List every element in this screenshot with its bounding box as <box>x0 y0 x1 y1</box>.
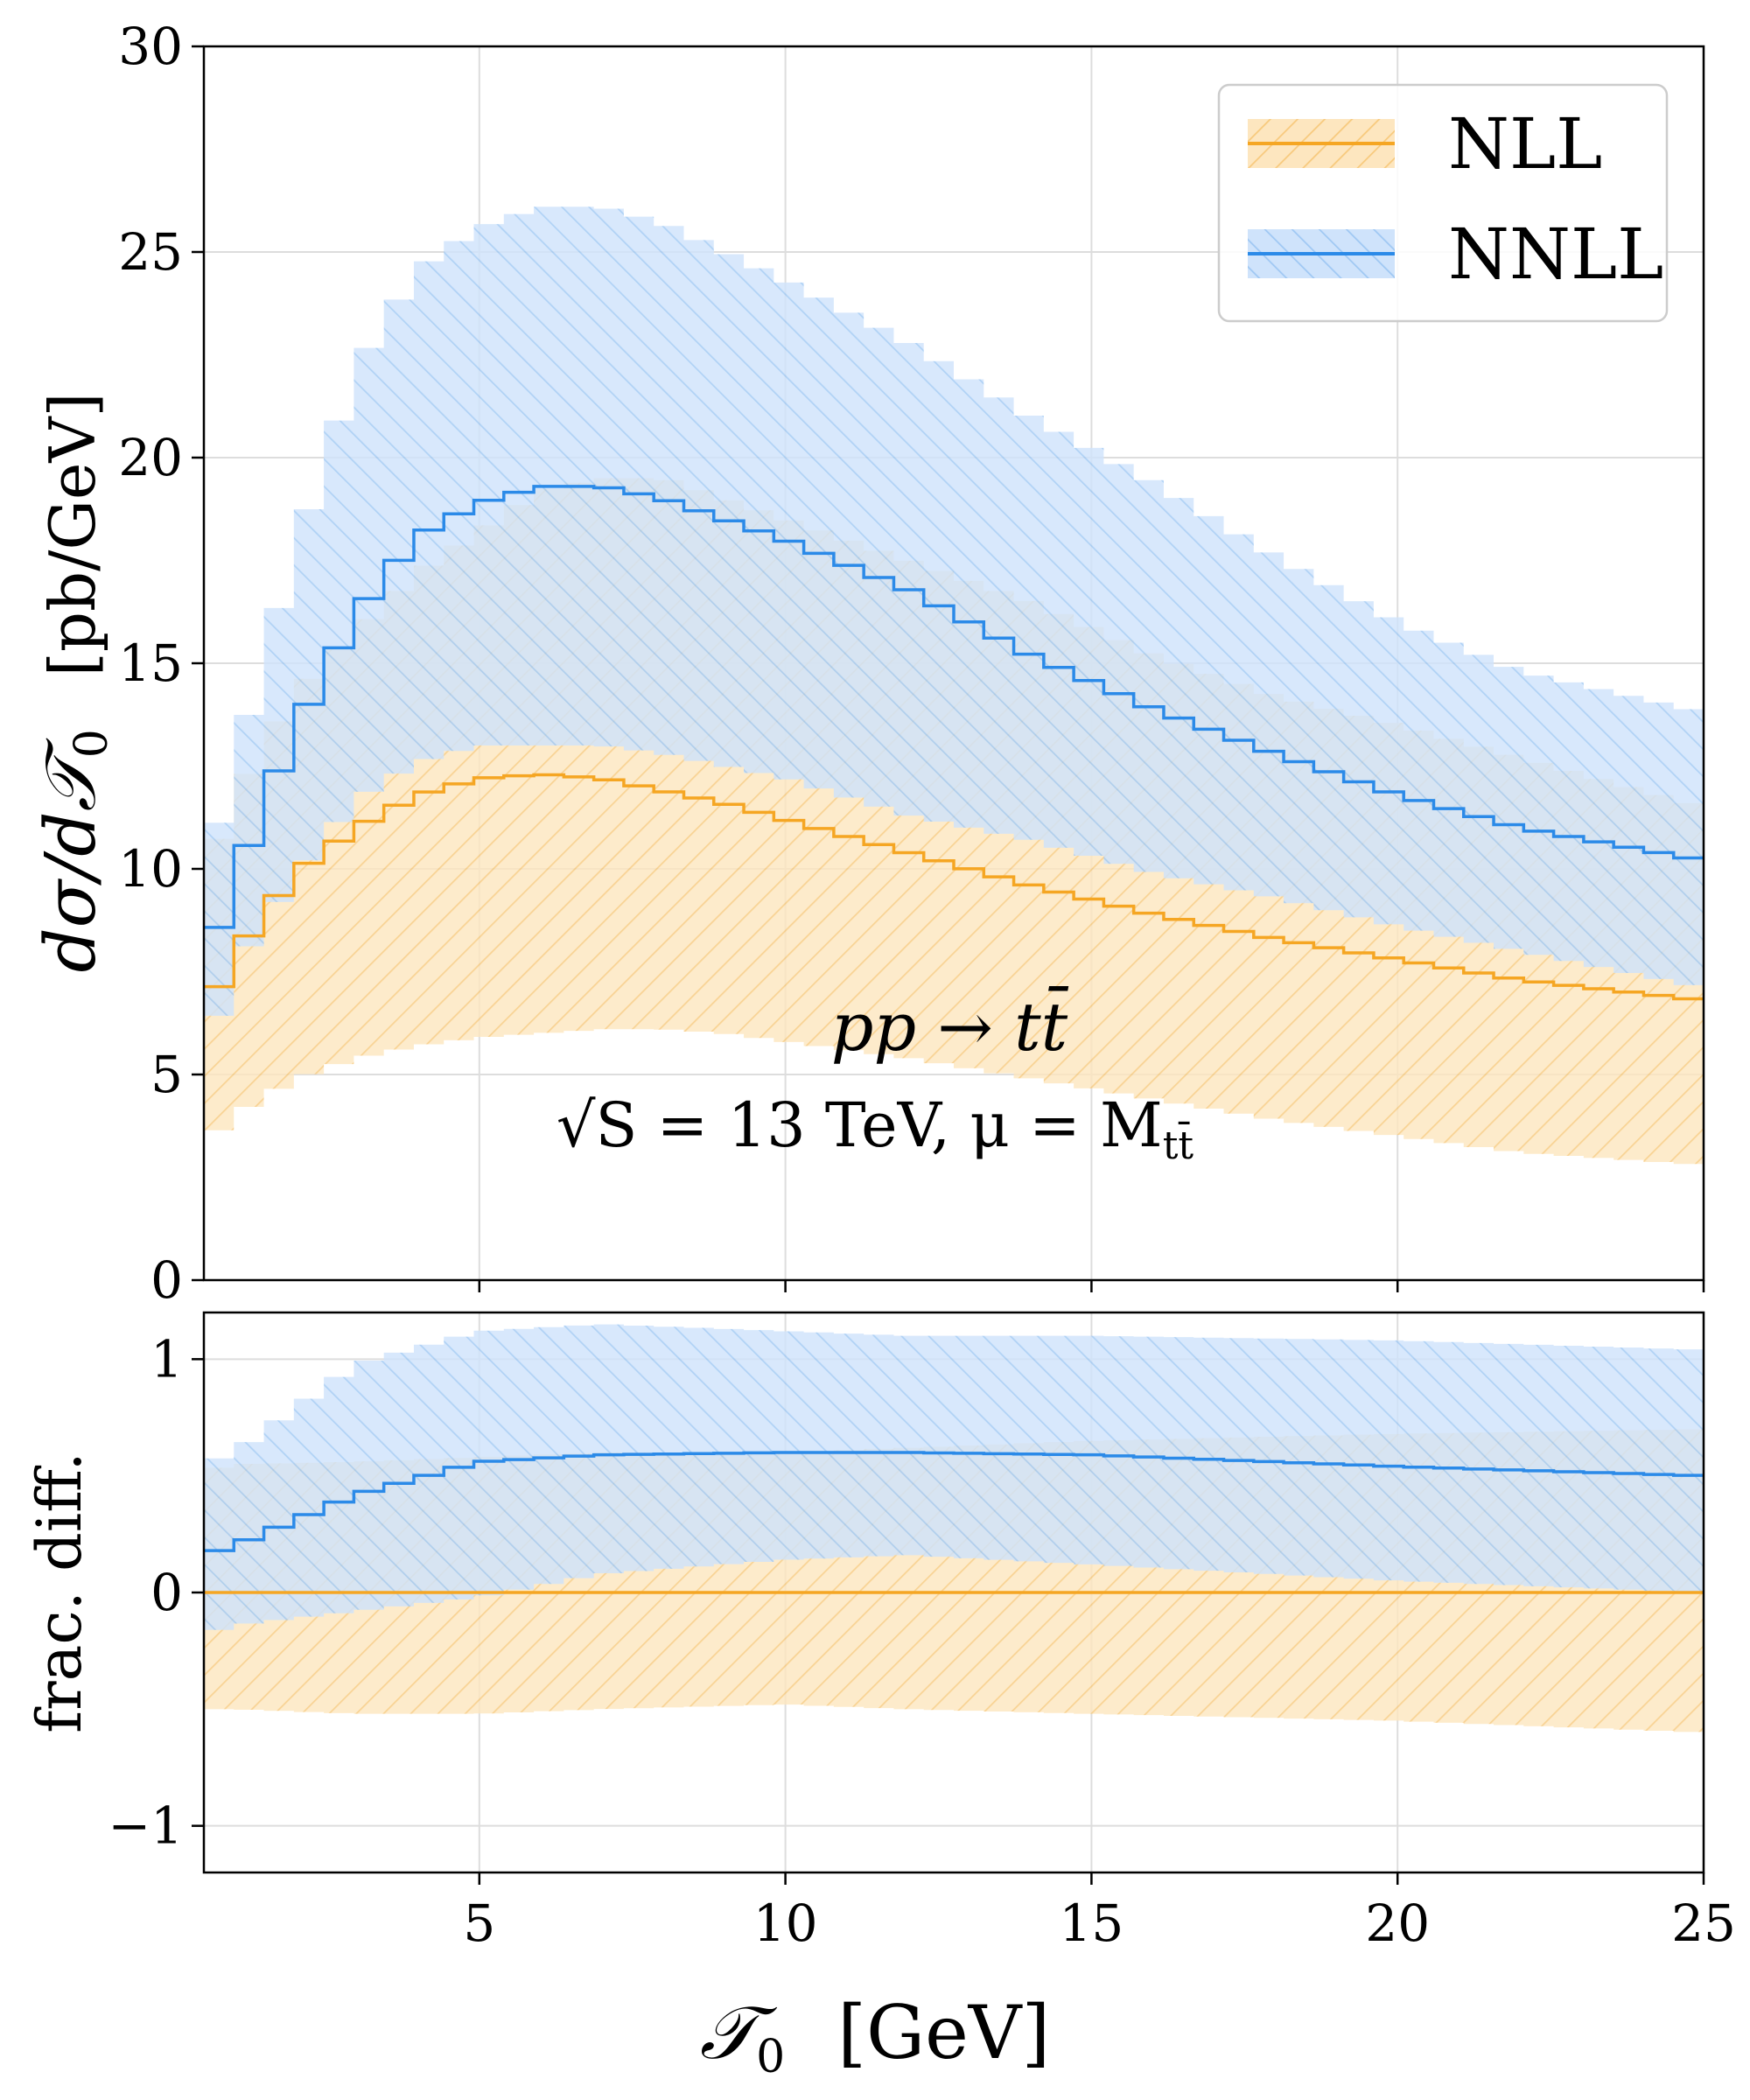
y-tick-label: 1 <box>150 1329 183 1389</box>
line-nnll <box>204 1451 1704 1552</box>
y-tick-label: −1 <box>108 1796 184 1856</box>
y-tick-label: 20 <box>118 428 183 487</box>
x-tick-label: 5 <box>463 1894 495 1953</box>
band-nnll <box>204 1324 1704 1630</box>
line-nll <box>204 773 1704 1001</box>
main-y-axis-math: dσ/d𝒯 <box>30 738 111 973</box>
x-tick-label: 20 <box>1365 1894 1430 1953</box>
x-tick-label: 15 <box>1060 1894 1124 1953</box>
line-nnll <box>204 485 1704 929</box>
main-central-lines <box>204 485 1704 1001</box>
main-panel: 0 5 10 15 20 25 30 NLL NNLL pp → tt̄ √S = 13 T… <box>30 17 1705 1310</box>
annotation-process: pp → tt̄ <box>831 985 1069 1066</box>
x-tick-label: 25 <box>1671 1894 1736 1953</box>
ratio-uncertainty-bands <box>204 1324 1704 1732</box>
main-y-ticks: 0 5 10 15 20 25 30 <box>118 17 1705 1310</box>
y-tick-label: 10 <box>118 839 183 899</box>
ratio-y-axis-title: frac. diff. <box>24 1452 95 1733</box>
x-axis-sub: 0 <box>756 2031 785 2083</box>
main-y-axis-title: dσ/d𝒯0 [pb/GeV] <box>30 392 118 972</box>
ratio-panel: −101 5 10 15 20 25 frac. diff. 𝒯0 [GeV] <box>24 1311 1736 2083</box>
y-tick-label: 30 <box>118 17 183 76</box>
legend-label-nll: NLL <box>1448 103 1602 185</box>
y-tick-label: 5 <box>150 1045 183 1104</box>
legend-label-nnll: NNLL <box>1448 214 1663 295</box>
ratio-central-lines <box>204 1451 1704 1594</box>
legend: NLL NNLL <box>1217 83 1669 323</box>
annotation-energy-text: √S = 13 TeV, μ = M <box>556 1089 1163 1161</box>
y-tick-label: 15 <box>118 634 183 693</box>
y-tick-label: 25 <box>118 222 183 282</box>
x-axis-unit: [GeV] <box>837 1990 1050 2076</box>
x-ticks: 5 10 15 20 25 <box>463 1872 1736 1953</box>
x-axis-title: 𝒯0 [GeV] <box>700 1990 1050 2083</box>
x-tick-label: 10 <box>753 1894 818 1953</box>
annotation-energy: √S = 13 TeV, μ = Mtt̄ <box>556 1089 1194 1168</box>
ratio-y-ticks: −1 0 1 <box>108 1329 204 1856</box>
annotation-energy-sub: tt̄ <box>1163 1120 1194 1168</box>
main-y-axis-unit: [pb/GeV] <box>36 392 109 676</box>
y-tick-label: 0 <box>150 1563 183 1622</box>
main-y-axis-sub: 0 <box>66 729 118 758</box>
y-tick-label: 0 <box>150 1250 183 1310</box>
